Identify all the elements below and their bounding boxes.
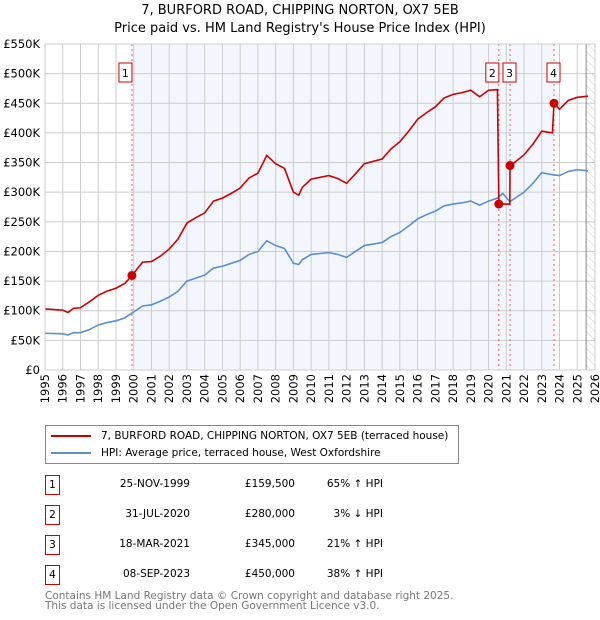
sale-label-box [485, 62, 500, 83]
x-tick-label: 2017 [428, 374, 442, 403]
x-tick-label: 2019 [464, 374, 478, 403]
x-tick-label: 2007 [251, 374, 265, 403]
transaction-row: 2 31-JUL-2020 £280,000 3% ↓ HPI [45, 505, 465, 525]
x-tick-label: 2002 [162, 374, 176, 403]
transaction-date: 31-JUL-2020 [125, 508, 190, 520]
x-tick-label: 2016 [411, 374, 425, 403]
transaction-date: 08-SEP-2023 [122, 568, 190, 580]
sale-label-box [546, 62, 561, 83]
transaction-date: 25-NOV-1999 [119, 478, 190, 490]
x-tick-label: 2026 [588, 374, 600, 403]
sale-label: 4 [550, 67, 557, 80]
x-tick-label: 2023 [535, 374, 549, 403]
transaction-hpi-diff: 21% ↑ HPI [326, 538, 383, 550]
y-tick-label: £500K [3, 67, 40, 81]
transaction-hpi-diff: 65% ↑ HPI [326, 478, 383, 490]
x-tick-label: 2005 [215, 374, 229, 403]
transaction-hpi-diff: 3% ↓ HPI [333, 508, 383, 520]
sale-point [494, 199, 504, 209]
x-tick-label: 2014 [375, 374, 389, 403]
x-tick-label: 2009 [286, 374, 300, 403]
sale-point [505, 161, 515, 171]
price-chart: 1995 1996 1997 1998 1999 2000 2001 2002 2003 2004… [3, 37, 600, 403]
property-price-line [44, 88, 588, 314]
forecast-hatch [586, 44, 595, 370]
x-tick-label: 1999 [109, 374, 123, 403]
y-tick-label: £250K [3, 215, 40, 229]
y-tick-label: £400K [3, 126, 40, 140]
x-tick-label: 2000 [127, 374, 141, 403]
chart-title: 7, BURFORD ROAD, CHIPPING NORTON, OX7 5E… [141, 3, 459, 18]
x-tick-label: 2010 [304, 374, 318, 403]
x-tick-label: 1998 [91, 374, 105, 403]
y-tick-label: £200K [3, 244, 40, 258]
x-tick-label: 2020 [482, 374, 496, 403]
footer-copyright: Contains HM Land Registry data © Crown c… [45, 590, 454, 602]
y-tick-label: £150K [3, 274, 40, 288]
x-tick-label: 2011 [322, 374, 336, 403]
x-tick-label: 2012 [340, 374, 354, 403]
legend-line-blue [51, 452, 91, 454]
transaction-date: 18-MAR-2021 [119, 538, 190, 550]
sale-label-box [502, 62, 517, 83]
sale-period-shading [131, 44, 555, 370]
transaction-row: 3 18-MAR-2021 £345,000 21% ↑ HPI [45, 535, 465, 555]
sale-label: 1 [122, 67, 129, 80]
chart-subtitle: Price paid vs. HM Land Registry's House … [114, 21, 486, 36]
x-tick-label: 2024 [553, 374, 567, 403]
legend-label: 7, BURFORD ROAD, CHIPPING NORTON, OX7 5E… [101, 430, 449, 442]
footer: Contains HM Land Registry data © Crown c… [45, 590, 454, 612]
transaction-number: 2 [45, 505, 60, 525]
x-tick-label: 2013 [357, 374, 371, 403]
x-tick-label: 2022 [517, 374, 531, 403]
y-tick-label: £300K [3, 185, 40, 199]
transaction-row: 1 25-NOV-1999 £159,500 65% ↑ HPI [45, 475, 465, 495]
legend-label: HPI: Average price, terraced house, West… [101, 447, 381, 459]
legend: 7, BURFORD ROAD, CHIPPING NORTON, OX7 5E… [45, 425, 459, 464]
footer-licence: This data is licensed under the Open Gov… [45, 600, 380, 612]
sale-point [127, 270, 137, 280]
y-tick-label: £0 [25, 363, 40, 377]
x-tick-label: 1997 [73, 374, 87, 403]
y-tick-label: £350K [3, 156, 40, 170]
x-tick-label: 2008 [269, 374, 283, 403]
x-tick-label: 1996 [56, 374, 70, 403]
transaction-price: £280,000 [244, 508, 295, 520]
x-tick-label: 2001 [144, 374, 158, 403]
transaction-row: 4 08-SEP-2023 £450,000 38% ↑ HPI [45, 565, 465, 585]
x-tick-label: 2021 [499, 374, 513, 403]
sale-label-box [118, 62, 133, 83]
plot-border [44, 43, 596, 371]
y-tick-label: £50K [11, 333, 41, 347]
x-tick-label: 1995 [38, 374, 52, 403]
y-tick-label: £450K [3, 96, 40, 110]
transaction-number: 1 [45, 475, 60, 495]
transaction-number: 4 [45, 565, 60, 585]
x-tick-label: 2004 [198, 374, 212, 403]
sale-point [549, 98, 559, 108]
transaction-price: £345,000 [244, 538, 295, 550]
x-tick-label: 2006 [233, 374, 247, 403]
transaction-number: 3 [45, 535, 60, 555]
transaction-price: £159,500 [244, 478, 295, 490]
legend-line-red [51, 435, 91, 437]
y-tick-label: £550K [3, 37, 40, 51]
x-tick-label: 2025 [570, 374, 584, 403]
legend-item-hpi: HPI: Average price, terraced house, West… [51, 445, 381, 461]
x-tick-label: 2003 [180, 374, 194, 403]
x-tick-label: 2018 [446, 374, 460, 403]
sale-label: 2 [489, 67, 496, 80]
y-tick-label: £100K [3, 304, 40, 318]
x-tick-label: 2015 [393, 374, 407, 403]
transaction-price: £450,000 [244, 568, 295, 580]
transaction-hpi-diff: 38% ↑ HPI [326, 568, 383, 580]
legend-item-property: 7, BURFORD ROAD, CHIPPING NORTON, OX7 5E… [51, 428, 448, 444]
hpi-line [44, 168, 588, 336]
sale-label: 3 [506, 67, 513, 80]
